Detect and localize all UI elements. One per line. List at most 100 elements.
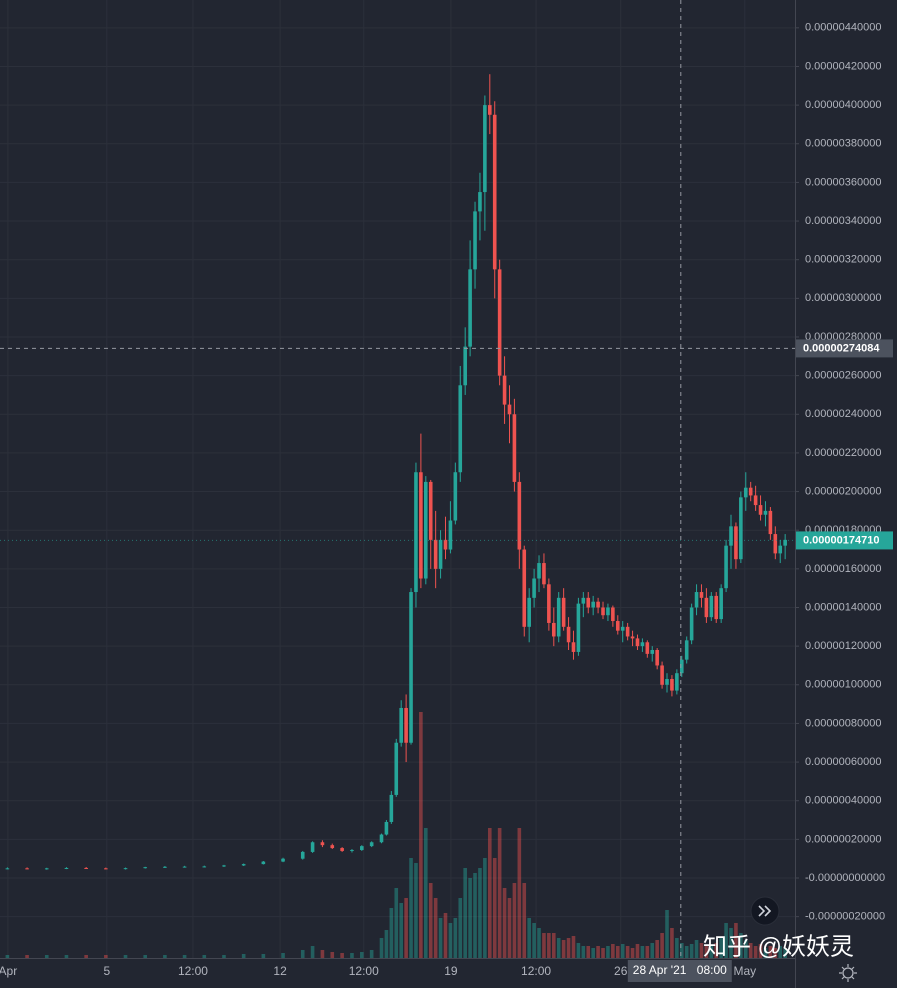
candle-body (522, 549, 527, 627)
candle-body (675, 673, 679, 691)
volume-bar (360, 952, 364, 958)
volume-bar (463, 868, 467, 958)
candle-body (581, 597, 586, 604)
settings-icon-rays (839, 964, 857, 982)
candle-body (25, 868, 29, 870)
y-tick-label: 0.00000260000 (805, 370, 881, 382)
volume-bar (670, 928, 674, 958)
volume-bar (694, 940, 699, 958)
volume-bar (551, 933, 556, 958)
candle-body (360, 846, 364, 850)
volume-bar (340, 953, 344, 958)
volume-bar (261, 954, 266, 958)
volume-bar (753, 946, 758, 958)
candle-body (64, 867, 69, 869)
candle-body (350, 849, 354, 851)
volume-bar (443, 913, 448, 958)
volume-bar (596, 946, 600, 958)
volume-bar (542, 933, 546, 958)
candle-body (699, 592, 704, 598)
candle-body (547, 584, 551, 623)
volume-bar (350, 953, 354, 958)
volume-bar (468, 878, 472, 958)
volume-bar (419, 712, 423, 958)
volume-bar (606, 946, 610, 958)
volume-bar (310, 946, 315, 958)
candle-body (517, 481, 522, 550)
volume-bar (428, 883, 433, 958)
candle-body (748, 487, 753, 496)
candle-body (768, 510, 773, 535)
y-tick-label: -0.00000000000 (805, 872, 885, 884)
y-tick-label: 0.00000040000 (805, 795, 881, 807)
candle-body (379, 834, 384, 843)
candle-body (719, 588, 723, 620)
y-tick-label: 0.00000140000 (805, 601, 881, 613)
candle-body (463, 346, 467, 386)
volume-bar (404, 898, 408, 958)
candle-body (615, 621, 620, 631)
candle-body (532, 578, 536, 598)
volume-bar (182, 955, 187, 958)
volume-bar (394, 888, 399, 958)
volume-bar (748, 943, 753, 958)
volume-bar (487, 828, 492, 958)
volume-bar (640, 946, 645, 958)
volume-bar (281, 953, 285, 958)
candle-body (601, 607, 605, 616)
volume-bar (522, 883, 527, 958)
x-tick-label: 12:00 (349, 964, 379, 978)
candle-body (428, 481, 433, 540)
y-tick-label: 0.00000200000 (805, 485, 881, 497)
volume-bar (591, 948, 595, 958)
volume-bar (25, 955, 29, 958)
candle-body (330, 845, 335, 849)
volume-bar (655, 940, 659, 958)
settings-button[interactable] (839, 964, 857, 982)
volume-bar (483, 858, 487, 958)
y-tick-label: 0.00000440000 (805, 22, 881, 34)
axes: 0.00000440000 0.00000420000 0.00000400000 0… (0, 22, 885, 978)
volume-bar (492, 858, 497, 958)
candle-body (492, 114, 497, 270)
volume-bar (679, 943, 684, 958)
volume-bar (399, 903, 403, 958)
candle-body (261, 861, 266, 865)
volume-bar (783, 948, 787, 958)
x-tick-label: May (733, 964, 756, 978)
volume-bar (611, 944, 615, 958)
candle-body (163, 866, 167, 868)
settings-icon[interactable] (842, 967, 854, 979)
candle-body (369, 842, 374, 847)
volume-bar (586, 946, 591, 958)
volume-bar (5, 955, 10, 958)
candle-body (468, 269, 472, 347)
y-tick-label: 0.00000380000 (805, 138, 881, 150)
y-tick-label: 0.00000100000 (805, 679, 881, 691)
volume-bar (660, 933, 664, 958)
candle-body (5, 868, 10, 870)
scroll-button[interactable] (750, 896, 780, 926)
volume-bar (512, 883, 517, 958)
volume-bar (473, 873, 477, 958)
candle-body (340, 848, 344, 851)
volume-bar (84, 955, 88, 958)
candle-body (645, 642, 650, 654)
y-tick-label: 0.00000420000 (805, 60, 881, 72)
candle-body (487, 105, 492, 115)
volume-bar (330, 952, 335, 958)
volume-bar (778, 946, 783, 958)
volume-bar (758, 944, 763, 958)
candle-body (44, 868, 49, 870)
volume-bar (448, 923, 453, 958)
candle-body (640, 642, 645, 647)
volume-bar (104, 955, 108, 958)
volume-bar (409, 858, 413, 958)
candle-body (84, 867, 88, 869)
y-tick-label: 0.00000340000 (805, 215, 881, 227)
y-tick-label: 0.00000080000 (805, 717, 881, 729)
volume-bar (645, 946, 650, 958)
candle-body (409, 592, 413, 743)
volume-bar (561, 940, 566, 958)
volume-bar (556, 938, 561, 958)
